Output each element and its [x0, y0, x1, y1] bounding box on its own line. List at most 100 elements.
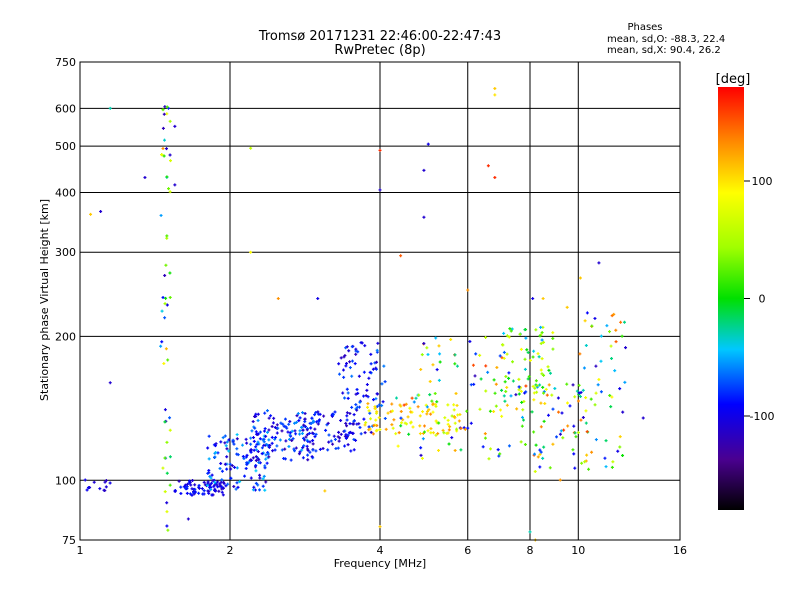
- data-point: [536, 352, 540, 356]
- data-point: [210, 473, 214, 477]
- data-point: [249, 436, 253, 440]
- data-point: [260, 446, 264, 450]
- data-point: [463, 427, 467, 431]
- chart-subtitle: RwPretec (8p): [334, 43, 425, 58]
- data-point: [572, 452, 576, 456]
- data-point: [161, 126, 165, 130]
- data-point: [225, 455, 229, 459]
- data-point: [337, 430, 341, 434]
- plot-grid: [80, 62, 680, 540]
- data-point: [104, 479, 108, 483]
- data-point: [613, 369, 617, 373]
- data-point: [244, 455, 248, 459]
- data-point: [333, 437, 337, 441]
- data-point: [165, 175, 169, 179]
- data-point: [213, 455, 217, 459]
- data-point: [355, 387, 359, 391]
- data-point: [453, 448, 457, 452]
- data-point: [369, 362, 373, 366]
- data-point: [268, 443, 272, 447]
- data-point: [402, 403, 406, 407]
- data-point: [206, 481, 210, 485]
- data-point: [524, 384, 528, 388]
- data-point: [266, 452, 270, 456]
- data-point: [357, 374, 361, 378]
- data-point: [459, 448, 463, 452]
- data-point: [358, 400, 362, 404]
- data-point: [599, 334, 603, 338]
- data-point: [302, 436, 306, 440]
- data-point: [517, 385, 521, 389]
- data-point: [219, 461, 223, 465]
- data-point: [530, 410, 534, 414]
- data-point: [298, 429, 302, 433]
- data-point: [481, 445, 485, 449]
- data-point: [437, 344, 441, 348]
- data-point: [342, 375, 346, 379]
- x-axis-label: Frequency [MHz]: [334, 557, 426, 570]
- data-point: [228, 462, 232, 466]
- data-point: [539, 450, 543, 454]
- data-point: [167, 187, 171, 191]
- data-point: [429, 412, 433, 416]
- data-point: [438, 360, 442, 364]
- data-point: [313, 435, 317, 439]
- data-point: [245, 463, 249, 467]
- data-point: [235, 466, 239, 470]
- data-point: [302, 444, 306, 448]
- data-point: [164, 347, 168, 351]
- data-point: [559, 429, 563, 433]
- data-point: [431, 431, 435, 435]
- data-point: [523, 357, 527, 361]
- data-point: [218, 466, 222, 470]
- data-point: [250, 429, 254, 433]
- data-point: [356, 391, 360, 395]
- data-point: [536, 455, 540, 459]
- data-point: [249, 442, 253, 446]
- data-point: [538, 448, 542, 452]
- data-point: [213, 480, 217, 484]
- data-point: [265, 461, 269, 465]
- data-point: [301, 428, 305, 432]
- data-point: [254, 469, 258, 473]
- data-point: [437, 421, 441, 425]
- data-point: [493, 175, 497, 179]
- data-point: [596, 383, 600, 387]
- data-point: [354, 403, 358, 407]
- data-point: [298, 432, 302, 436]
- data-point: [641, 416, 645, 420]
- y-tick-label: 750: [55, 56, 76, 69]
- data-point: [298, 416, 302, 420]
- data-point: [372, 424, 376, 428]
- data-point: [236, 485, 240, 489]
- data-point: [523, 328, 527, 332]
- data-point: [446, 403, 450, 407]
- data-point: [459, 426, 463, 430]
- data-point: [219, 440, 223, 444]
- data-point: [316, 410, 320, 414]
- data-point: [545, 393, 549, 397]
- data-point: [368, 411, 372, 415]
- data-point: [356, 350, 360, 354]
- data-point: [365, 388, 369, 392]
- data-point: [412, 400, 416, 404]
- data-point: [345, 411, 349, 415]
- data-point: [483, 432, 487, 436]
- data-point: [310, 455, 314, 459]
- data-point: [498, 452, 502, 456]
- x-tick-label: 6: [464, 544, 471, 557]
- data-point: [565, 305, 569, 309]
- data-point: [624, 346, 628, 350]
- data-point: [337, 362, 341, 366]
- data-point: [523, 367, 527, 371]
- data-point: [541, 456, 545, 460]
- data-point: [323, 489, 327, 493]
- data-point: [478, 353, 482, 357]
- data-point: [443, 416, 447, 420]
- data-point: [298, 450, 302, 454]
- data-point: [283, 417, 287, 421]
- data-point: [414, 396, 418, 400]
- data-point: [313, 413, 317, 417]
- data-point: [254, 459, 258, 463]
- data-point: [524, 336, 528, 340]
